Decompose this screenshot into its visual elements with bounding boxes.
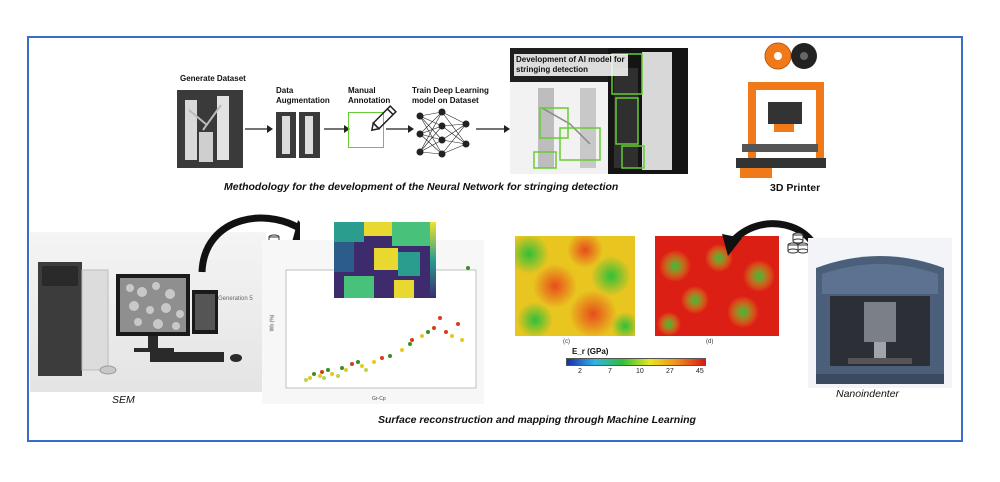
ai-model-label: Development of AI model for stringing de…	[514, 54, 628, 76]
curved-arrow-left	[198, 214, 300, 273]
top-caption: Methodology for the development of the N…	[224, 181, 619, 193]
scatter-ylabel: Wb (%)	[269, 314, 276, 332]
colorbar-tick-2: 7	[608, 368, 612, 375]
colorbar-tick-1: 2	[578, 368, 582, 375]
printer-label: 3D Printer	[770, 182, 821, 194]
annotation-box	[348, 112, 384, 148]
modulus-map-d	[655, 236, 779, 336]
colorbar	[566, 358, 706, 366]
arrow-2	[324, 125, 350, 133]
nanoindenter-image	[808, 238, 952, 388]
augmentation-photos	[276, 112, 320, 158]
data-augmentation-label: Data Augmentation	[276, 86, 330, 105]
manual-annotation-label: Manual Annotation	[348, 86, 391, 105]
database-icon-right	[787, 232, 809, 254]
arrow-4	[476, 125, 510, 133]
pencil-icon	[370, 105, 397, 132]
sem-heatmap	[334, 222, 436, 298]
3d-printer-image	[736, 42, 826, 178]
nanoindenter-label: Nanoindenter	[836, 388, 900, 400]
colorbar-tick-3: 10	[636, 368, 644, 375]
neural-network-icon	[416, 108, 470, 158]
dataset-photo-art	[177, 90, 243, 168]
arrow-1	[245, 125, 273, 133]
panel-d-label: (d)	[706, 339, 714, 345]
colorbar-tick-5: 45	[696, 368, 704, 375]
generate-dataset-label: Generate Dataset	[180, 74, 246, 83]
scatter-xlabel: Gr-Cp	[372, 396, 386, 402]
modulus-map-c	[515, 236, 635, 336]
dataset-photo	[177, 90, 243, 168]
sem-label: SEM	[112, 394, 135, 406]
augmentation-art	[276, 112, 320, 158]
colorbar-tick-4: 27	[666, 368, 674, 375]
panel-c-label: (c)	[563, 339, 570, 345]
bottom-caption: Surface reconstruction and mapping throu…	[378, 414, 696, 426]
sem-workstation-image	[38, 262, 242, 376]
arrow-3	[386, 125, 414, 133]
train-model-label: Train Deep Learning model on Dataset	[412, 86, 489, 105]
generation-label: Generation 5	[218, 296, 253, 302]
colorbar-title: E_r (GPa)	[572, 347, 609, 356]
